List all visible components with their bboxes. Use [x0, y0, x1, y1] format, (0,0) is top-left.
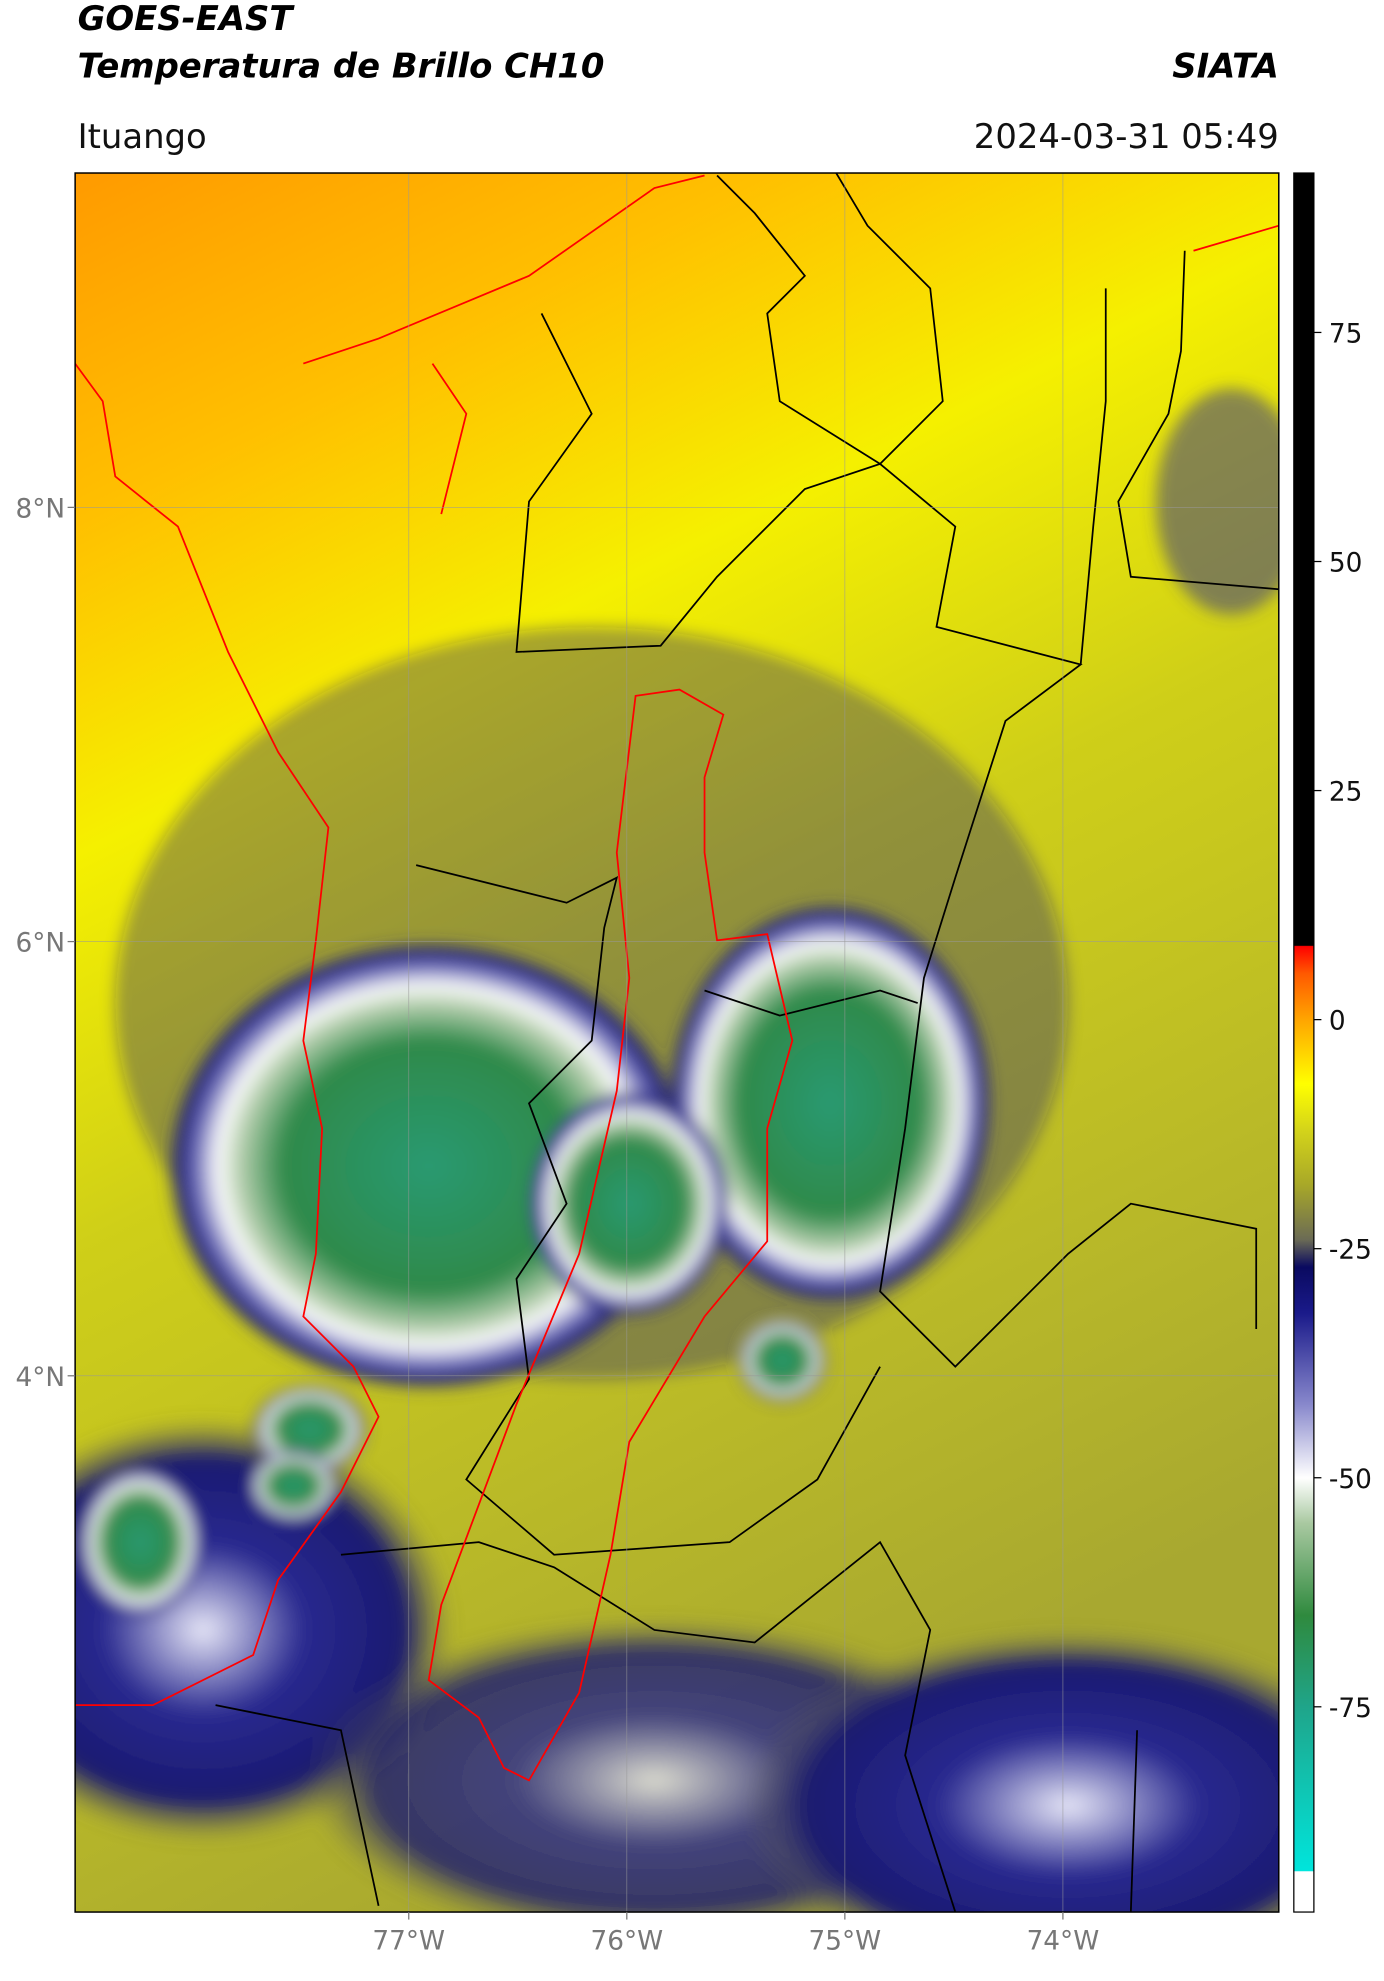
colorbar-tick-label: 25	[1329, 778, 1362, 808]
colorbar-tick-label: 75	[1329, 319, 1362, 349]
colorbar-tick-label: -25	[1329, 1236, 1372, 1266]
location: Ituango	[78, 117, 207, 156]
colorbar-tick-label: -75	[1329, 1694, 1372, 1724]
x-tick-label: 77°W	[372, 1927, 445, 1957]
y-tick-label: 8°N	[16, 494, 66, 524]
cloud-field	[75, 388, 1279, 1913]
subtitle: Temperatura de Brillo CH10	[78, 47, 605, 86]
grid	[75, 173, 1279, 1913]
map-frame	[74, 172, 1280, 1913]
colorbar-tick-label: -50	[1329, 1465, 1372, 1495]
y-tick-label: 4°N	[16, 1363, 66, 1393]
colorbar-tick-label: 50	[1329, 549, 1362, 579]
colorbar-tick-label: 0	[1329, 1007, 1346, 1037]
timestamp: 2024-03-31 05:49	[974, 117, 1279, 156]
imagery	[75, 173, 1279, 1913]
y-tick-label: 6°N	[16, 929, 66, 959]
source: SIATA	[1172, 47, 1279, 86]
colorbar	[1293, 172, 1315, 1913]
borders	[215, 173, 1279, 1913]
outline-red	[75, 174, 1279, 1782]
x-tick-label: 75°W	[809, 1927, 882, 1957]
x-tick-label: 74°W	[1027, 1927, 1100, 1957]
x-tick-label: 76°W	[590, 1927, 663, 1957]
title: GOES-EAST	[78, 0, 296, 38]
